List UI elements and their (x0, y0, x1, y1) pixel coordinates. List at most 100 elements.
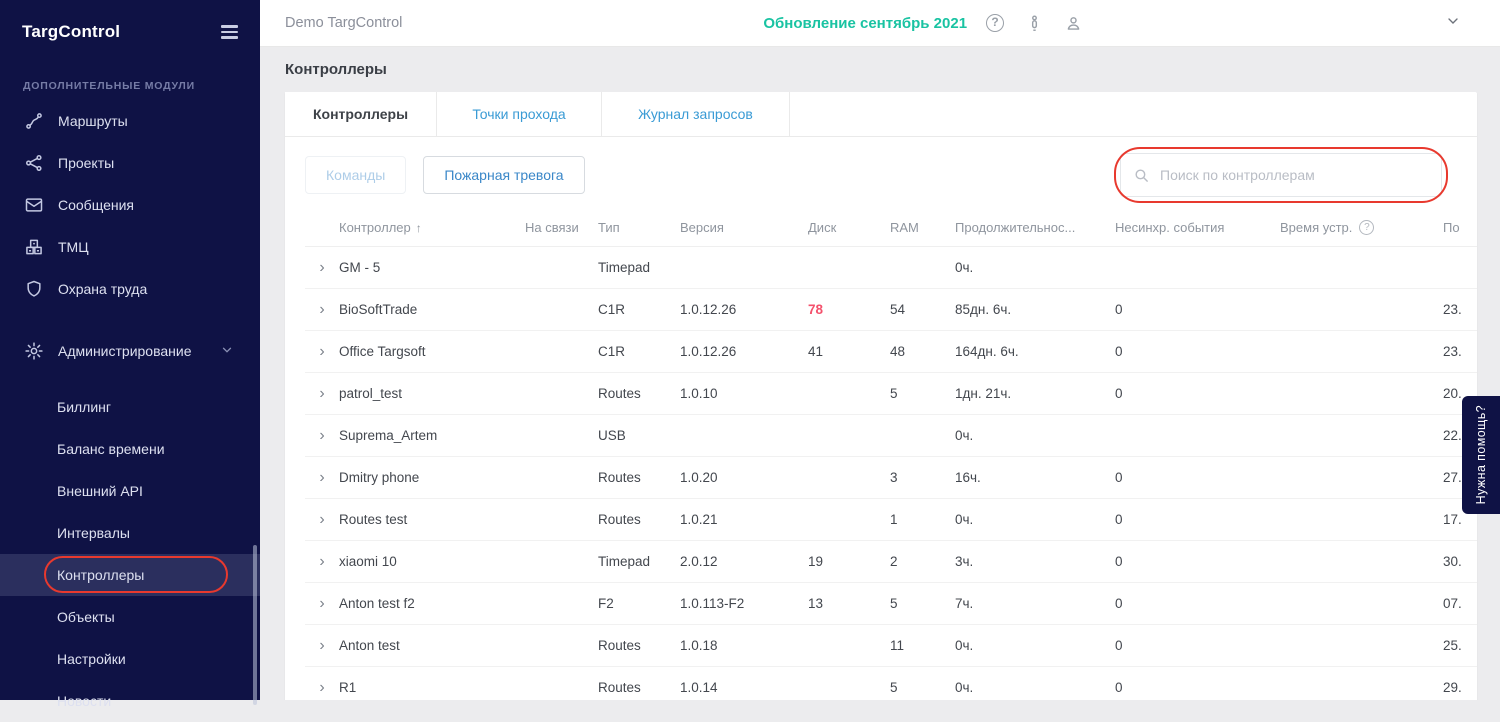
table-row[interactable]: › Office Targsoft C1R 1.0.12.26 41 48 164дн. 6… (305, 331, 1477, 373)
column-header[interactable]: Версия (680, 220, 724, 235)
column-header[interactable]: На связи (525, 220, 579, 235)
cell-online-status (525, 596, 598, 611)
table-row[interactable]: › Suprema_Artem USB 0ч. 22. (305, 415, 1477, 457)
table-row[interactable]: › Routes test Routes 1.0.21 1 0ч. 0 17. (305, 499, 1477, 541)
sort-asc-icon[interactable]: ↑ (415, 220, 422, 235)
sidebar-item-intervals[interactable]: Интервалы (0, 512, 260, 554)
table-row[interactable]: › patrol_test Routes 1.0.10 5 1дн. 21ч. 0 20. (305, 373, 1477, 415)
table-row[interactable]: › R1 Routes 1.0.14 5 0ч. 0 29. (305, 667, 1477, 700)
sidebar-item-label: Баланс времени (57, 441, 165, 457)
sidebar-item-news[interactable]: Новости (0, 680, 260, 722)
tab-request-log[interactable]: Журнал запросов (602, 92, 790, 136)
cell-ram: 3 (890, 470, 898, 485)
cell-type: Routes (598, 638, 641, 653)
cell-online-status (525, 554, 598, 569)
chevron-down-icon[interactable] (1445, 13, 1461, 34)
cell-online-status (525, 512, 598, 527)
sidebar-item-label: Контроллеры (57, 567, 145, 583)
cell-version: 1.0.21 (680, 512, 718, 527)
cell-ram: 5 (890, 386, 898, 401)
column-help-icon[interactable]: ? (1359, 220, 1375, 235)
row-expand-chevron[interactable]: › (319, 678, 325, 696)
person-standing-icon[interactable] (1023, 12, 1045, 34)
column-header[interactable]: Несинхр. события (1115, 220, 1225, 235)
cell-type: C1R (598, 344, 626, 359)
table-row[interactable]: › Dmitry phone Routes 1.0.20 3 16ч. 0 27. (305, 457, 1477, 499)
cell-last-poll: 23. (1443, 302, 1462, 317)
cell-ram: 48 (890, 344, 906, 359)
cell-controller-name: Anton test (339, 638, 400, 653)
column-header[interactable]: Время устр.? (1280, 220, 1443, 235)
update-notice-link[interactable]: Обновление сентябрь 2021 (763, 14, 968, 32)
cell-controller-name: Dmitry phone (339, 470, 420, 485)
cell-controller-name: R1 (339, 680, 357, 695)
sidebar-item-tmc[interactable]: ТМЦ (0, 226, 260, 268)
help-icon[interactable]: ? (984, 12, 1006, 34)
shield-icon (23, 278, 45, 300)
sidebar-item-messages[interactable]: Сообщения (0, 184, 260, 226)
table-row[interactable]: › Anton test f2 F2 1.0.113-F2 13 5 7ч. 0 07. (305, 583, 1477, 625)
sidebar-scrollbar[interactable] (253, 545, 257, 705)
cell-unsync-events: 0 (1115, 680, 1123, 695)
cell-ram: 54 (890, 302, 906, 317)
row-expand-chevron[interactable]: › (319, 258, 325, 276)
search-input[interactable] (1160, 167, 1429, 183)
cell-duration: 164дн. 6ч. (955, 344, 1019, 359)
row-expand-chevron[interactable]: › (319, 384, 325, 402)
row-expand-chevron[interactable]: › (319, 468, 325, 486)
cell-online-status (525, 470, 598, 485)
cell-ram: 1 (890, 512, 898, 527)
row-expand-chevron[interactable]: › (319, 300, 325, 318)
cell-unsync-events: 0 (1115, 386, 1123, 401)
sidebar-item-time-balance[interactable]: Баланс времени (0, 428, 260, 470)
fire-alarm-button[interactable]: Пожарная тревога (423, 156, 585, 194)
sidebar-item-objects[interactable]: Объекты (0, 596, 260, 638)
commands-button[interactable]: Команды (305, 156, 407, 194)
cell-unsync-events: 0 (1115, 344, 1123, 359)
cell-unsync-events: 0 (1115, 596, 1123, 611)
cell-version: 1.0.18 (680, 638, 718, 653)
tab-access-points[interactable]: Точки прохода (437, 92, 602, 136)
row-expand-chevron[interactable]: › (319, 510, 325, 528)
column-header[interactable]: Контроллер ↑ (339, 220, 422, 235)
column-header[interactable]: Тип (598, 220, 620, 235)
sidebar-item-projects[interactable]: Проекты (0, 142, 260, 184)
sidebar-item-labor-safety[interactable]: Охрана труда (0, 268, 260, 310)
sidebar-item-billing[interactable]: Биллинг (0, 386, 260, 428)
search-box[interactable] (1120, 153, 1442, 197)
cell-version: 1.0.20 (680, 470, 718, 485)
table-row[interactable]: › GM - 5 Timepad 0ч. (305, 247, 1477, 289)
sidebar-item-controllers[interactable]: Контроллеры (0, 554, 260, 596)
cell-ram: 11 (890, 638, 905, 653)
tab-controllers[interactable]: Контроллеры (285, 92, 437, 136)
sidebar-item-settings[interactable]: Настройки (0, 638, 260, 680)
sidebar-item-label: ТМЦ (58, 239, 89, 255)
row-expand-chevron[interactable]: › (319, 342, 325, 360)
column-header[interactable]: Продолжительнос... (955, 220, 1076, 235)
column-header[interactable]: По (1443, 220, 1460, 235)
cell-type: Routes (598, 512, 641, 527)
share-icon (23, 152, 45, 174)
cell-unsync-events: 0 (1115, 302, 1123, 317)
table-row[interactable]: › Anton test Routes 1.0.18 11 0ч. 0 25. (305, 625, 1477, 667)
workspace-name: Demo TargControl (285, 15, 403, 31)
cell-controller-name: Anton test f2 (339, 596, 415, 611)
user-icon[interactable] (1062, 12, 1084, 34)
cell-online-status (525, 680, 598, 695)
hamburger-menu-icon[interactable] (221, 21, 238, 43)
sidebar-item-administration[interactable]: Администрирование (0, 330, 260, 372)
row-expand-chevron[interactable]: › (319, 594, 325, 612)
column-header[interactable]: Диск (808, 220, 837, 235)
sidebar-item-label: Сообщения (58, 197, 134, 213)
row-expand-chevron[interactable]: › (319, 426, 325, 444)
sidebar-item-routes[interactable]: Маршруты (0, 100, 260, 142)
need-help-tab[interactable]: Нужна помощь? (1462, 396, 1500, 514)
table-row[interactable]: › BioSoftTrade C1R 1.0.12.26 78 54 85дн. 6ч. 0 2… (305, 289, 1477, 331)
column-header[interactable]: RAM (890, 220, 919, 235)
row-expand-chevron[interactable]: › (319, 552, 325, 570)
row-expand-chevron[interactable]: › (319, 636, 325, 654)
sidebar-item-external-api[interactable]: Внешний API (0, 470, 260, 512)
table-row[interactable]: › xiaomi 10 Timepad 2.0.12 19 2 3ч. 0 30. (305, 541, 1477, 583)
cell-version: 2.0.12 (680, 554, 718, 569)
sidebar-item-label: Интервалы (57, 525, 130, 541)
